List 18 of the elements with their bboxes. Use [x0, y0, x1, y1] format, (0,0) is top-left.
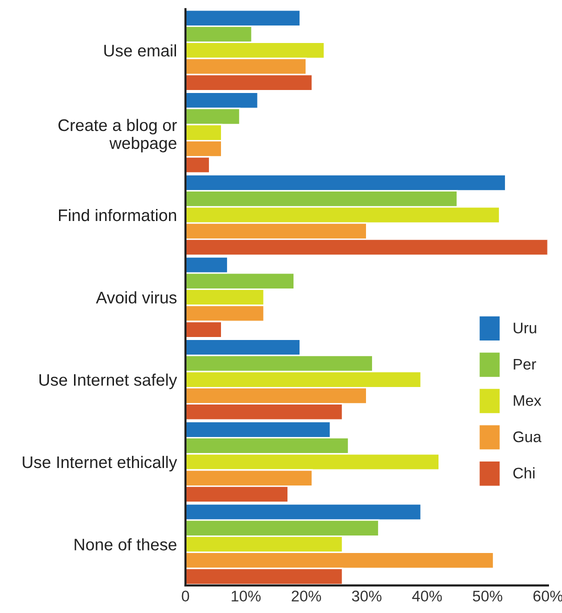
- x-tick-label: 40%: [412, 590, 442, 602]
- y-tick-label: Use email: [104, 44, 176, 57]
- y-tick-label: Use Internet safely: [39, 374, 178, 390]
- x-tick-label: 10%: [232, 590, 261, 602]
- legend-label: Mex: [514, 395, 542, 406]
- x-tick-label: 30%: [352, 590, 382, 602]
- y-tick-label: Avoid virus: [96, 291, 177, 304]
- y-tick-label: Create a blog or webpage: [58, 118, 177, 152]
- y-tick-label: None of these: [74, 538, 176, 550]
- legend-label: Per: [514, 359, 536, 370]
- y-tick-label: Use Internet ethically: [22, 456, 178, 472]
- legend-label: Chi: [513, 467, 534, 479]
- x-tick-label: 50%: [472, 590, 502, 602]
- x-tick-label: 0: [182, 590, 190, 602]
- legend-label: Gua: [513, 431, 542, 442]
- legend-label: Uru: [514, 322, 536, 334]
- x-tick-label: 20%: [292, 590, 322, 602]
- y-tick-label: Find information: [59, 208, 176, 222]
